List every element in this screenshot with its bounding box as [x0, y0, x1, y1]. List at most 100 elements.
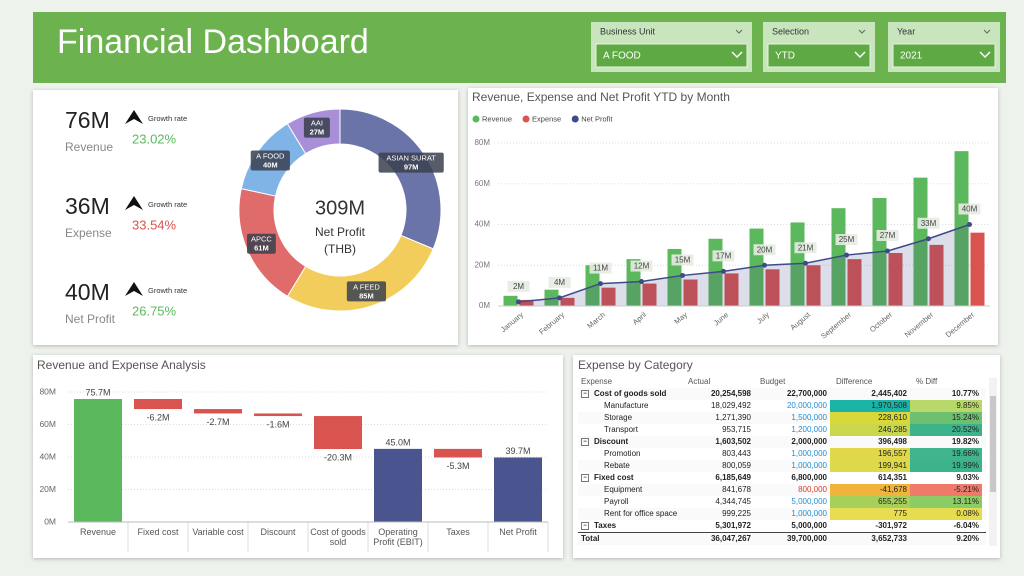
kpi-value: 40M [65, 279, 110, 305]
x-tick-label: Variable cost [192, 527, 244, 537]
growth-value: 23.02% [132, 131, 177, 146]
line-point [885, 248, 890, 254]
table-cell: Rent for office space [604, 509, 678, 518]
table-cell: − Fixed cost [578, 472, 682, 484]
x-tick-label: Discount [260, 527, 296, 537]
data-label: 21M [798, 243, 814, 252]
collapse-toggle[interactable]: − [581, 437, 589, 446]
bar [765, 269, 780, 306]
table-row: Rebate 800,059 1,000,000 199,941 19.99% [578, 460, 986, 472]
dropdown[interactable] [767, 43, 871, 68]
slice-label: A FEED [353, 282, 380, 291]
y-tick-label: 60M [474, 179, 490, 188]
legend-marker [472, 115, 480, 123]
line-area [518, 224, 970, 306]
data-label: 40M [962, 205, 978, 214]
dropdown[interactable] [595, 43, 748, 68]
collapse-toggle[interactable]: − [581, 389, 589, 398]
arrow-icon [125, 110, 143, 124]
growth-label: Growth rate [148, 286, 187, 295]
table-cell: 953,715 [722, 425, 751, 434]
table-cell: 19.66% [910, 448, 982, 460]
table-cell: 1,200,000 [791, 425, 827, 434]
line-point [557, 295, 562, 301]
data-label: -1.6M [266, 419, 289, 429]
center-text: Net Profit [315, 225, 366, 239]
slice-label-bg [247, 233, 276, 254]
kpi-value: 76M [65, 107, 110, 133]
filter-label: Business Unit [600, 26, 656, 36]
line-point [926, 236, 931, 242]
table-cell: 39,700,000 [786, 534, 827, 543]
line-point [680, 272, 685, 278]
line-point [762, 262, 767, 268]
table-cell: 1,603,502 [715, 437, 751, 446]
data-label: 39.7M [505, 446, 530, 456]
chevron [979, 51, 991, 59]
y-tick-label: 0M [479, 301, 490, 310]
row-label: Cost of goods sold [594, 389, 667, 398]
bar [560, 297, 575, 306]
data-label: 11M [593, 264, 608, 273]
slice-label-bg [250, 150, 290, 171]
collapse-toggle[interactable]: − [581, 473, 589, 482]
legend-marker [522, 115, 530, 123]
dropdown-value: 2021 [900, 51, 923, 62]
scroll-thumb[interactable] [990, 396, 996, 492]
table-cell: 6,800,000 [791, 473, 827, 482]
bar [683, 279, 698, 306]
table-row: Transport 953,715 1,200,000 246,285 20.52% [578, 424, 986, 436]
data-label-bg [712, 250, 735, 262]
slice-value: 27M [310, 128, 325, 137]
data-label-bg [794, 242, 817, 254]
growth-value: 33.54% [132, 217, 177, 232]
line-point [598, 281, 603, 287]
row-label: Discount [594, 437, 629, 446]
bar [642, 283, 657, 306]
data-label: -6.2M [146, 412, 169, 422]
expense-table: Expense Actual Budget Difference% Diff − Cost… [578, 376, 986, 545]
filter-label: Year [897, 26, 915, 36]
data-label-bg [917, 217, 940, 229]
data-label: -2.7M [206, 417, 229, 427]
kpi-label: Revenue [65, 140, 113, 154]
table-row: Payroll 4,344,745 5,000,000 655,255 13.11% [578, 496, 986, 508]
waterfall-bar [374, 448, 422, 522]
dropdown[interactable] [892, 43, 996, 68]
legend-label: Expense [532, 114, 561, 123]
slice-value: 61M [254, 244, 269, 253]
bar [888, 253, 903, 306]
bar [519, 299, 534, 306]
data-label-bg [671, 254, 694, 266]
column-header: Difference [836, 377, 873, 386]
table-row: Equipment 841,678 800,000 -41,678 -5.21% [578, 484, 986, 496]
table-row: Total 36,047,267 39,700,000 3,652,733 9.20% [578, 532, 986, 545]
arrow-icon [125, 196, 143, 210]
data-label-bg [958, 203, 981, 215]
data-label: 27M [880, 231, 896, 240]
kpi-value: 36M [65, 193, 110, 219]
table-cell: Equipment [604, 485, 643, 494]
x-tick-label: Cost of goods sold [310, 527, 366, 547]
chevron [854, 51, 866, 59]
table-title: Expense by Category [578, 358, 693, 372]
center-text: (THB) [324, 242, 356, 256]
data-label: -5.3M [446, 461, 469, 471]
x-tick-label: Operating Profit (EBIT) [373, 527, 423, 547]
filter-label: Selection [772, 26, 809, 36]
table-cell: 1,000,000 [791, 509, 827, 518]
table-cell: 20,254,598 [710, 389, 751, 398]
bar [954, 151, 969, 306]
legend-label: Revenue [482, 114, 512, 123]
table-cell: 999,225 [722, 509, 751, 518]
line-point [639, 279, 644, 285]
growth-label: Growth rate [148, 200, 187, 209]
table-cell: 2,445,402 [871, 389, 907, 398]
collapse-toggle[interactable]: − [581, 521, 589, 530]
chart-title: Revenue and Expense Analysis [37, 358, 206, 372]
kpi-label: Net Profit [65, 312, 116, 326]
table-row: Promotion 803,443 1,000,000 196,557 19.66% [578, 448, 986, 460]
table-cell: -41,678 [830, 484, 910, 496]
legend-label: Net Profit [581, 114, 613, 123]
table-row: Manufacture 18,029,492 20,000,000 1,970,508… [578, 400, 986, 412]
